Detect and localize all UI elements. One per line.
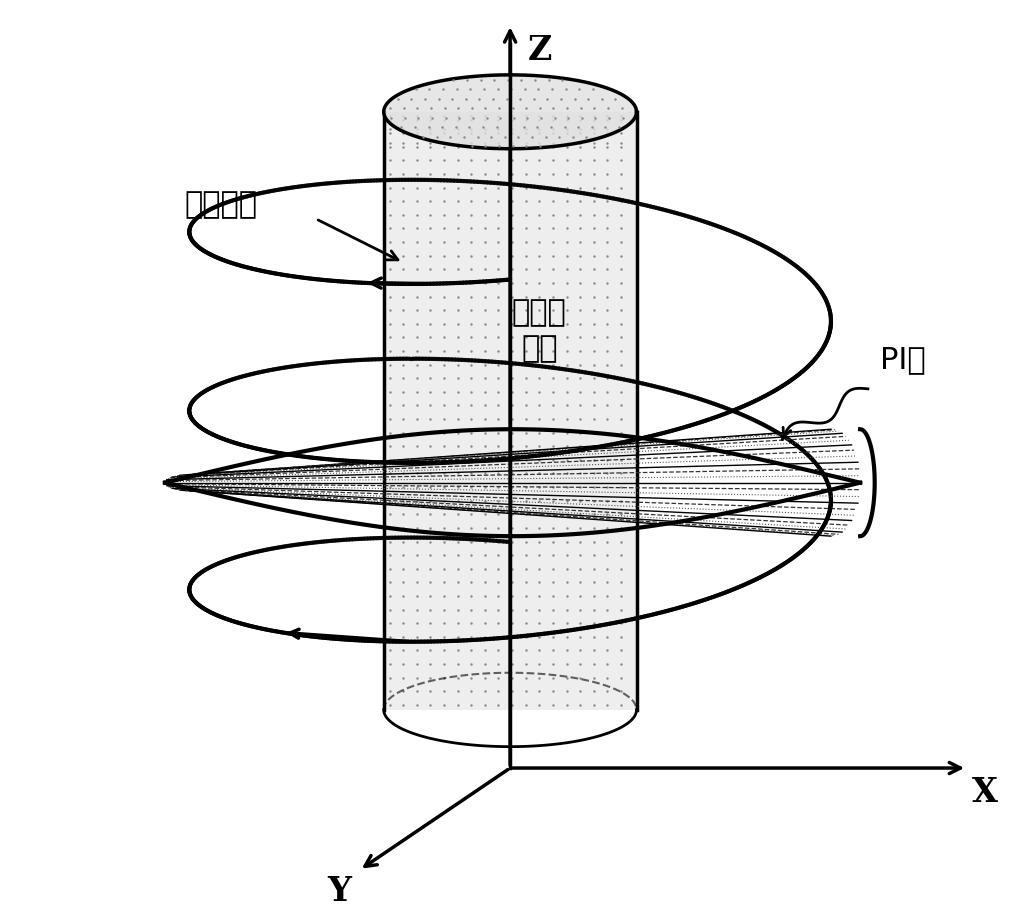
Text: Y: Y — [327, 875, 352, 908]
Text: Z: Z — [528, 34, 552, 67]
Polygon shape — [384, 75, 637, 148]
Bar — [384, 112, 637, 710]
Text: X: X — [972, 776, 998, 809]
Text: 螺旋轨道: 螺旋轨道 — [184, 189, 257, 218]
Text: 被扫描
区域: 被扫描 区域 — [511, 298, 567, 363]
Text: PI线: PI线 — [880, 345, 925, 374]
